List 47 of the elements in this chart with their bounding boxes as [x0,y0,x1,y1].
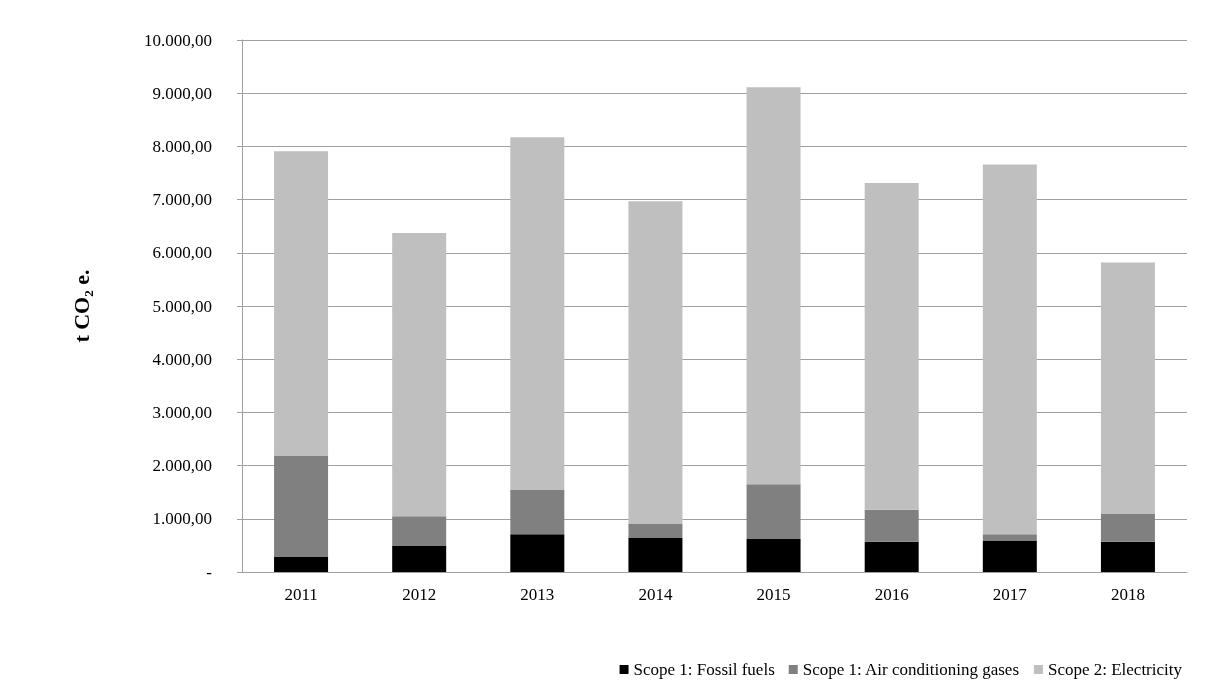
x-tick-label: 2016 [874,585,909,604]
bar [274,151,329,456]
bar [628,201,683,524]
bar [510,137,565,491]
y-tick-label: 3.000,00 [152,402,212,422]
x-tick-label: 2017 [992,585,1028,604]
legend-label: Scope 1: Fossil fuels [633,660,775,679]
x-tick-label: 2015 [756,585,791,604]
y-tick-label: 8.000,00 [152,136,212,156]
bar [274,557,329,572]
y-axis-title: t CO₂ e. [68,269,94,343]
legend-label: Scope 2: Electricity [1047,660,1183,679]
bar [392,545,447,572]
bar [746,539,801,572]
bar [982,164,1037,535]
x-tick-label: 2014 [638,585,673,604]
bar [392,516,447,546]
y-tick-label: 7.000,00 [152,190,212,210]
x-tick-label: 2013 [520,585,555,604]
bar [1100,541,1155,572]
bar [392,233,447,517]
bar [628,523,683,538]
bar [746,87,801,485]
bar [746,484,801,540]
legend-label: Scope 1: Air conditioning gases [802,660,1020,679]
bar [982,534,1037,541]
y-tick-label: - [206,562,213,582]
x-tick-label: 2011 [284,585,318,604]
x-tick-label: 2012 [402,585,437,604]
bar [510,490,565,535]
y-tick-label: 2.000,00 [152,456,212,476]
y-tick-label: 4.000,00 [152,349,212,369]
bar [274,455,329,558]
bar [864,183,919,510]
bar [628,537,683,572]
bar [864,541,919,572]
bar [982,540,1037,572]
y-tick-label: 1.000,00 [152,509,212,529]
bar [1100,513,1155,542]
x-tick-label: 2018 [1110,585,1145,604]
y-tick-label: 6.000,00 [152,243,212,263]
bar [864,509,919,542]
y-tick-label: 10.000,00 [144,30,212,50]
y-tick-label: 9.000,00 [152,83,212,103]
bar [510,534,565,572]
y-tick-label: 5.000,00 [152,296,212,316]
bar [1100,262,1155,514]
